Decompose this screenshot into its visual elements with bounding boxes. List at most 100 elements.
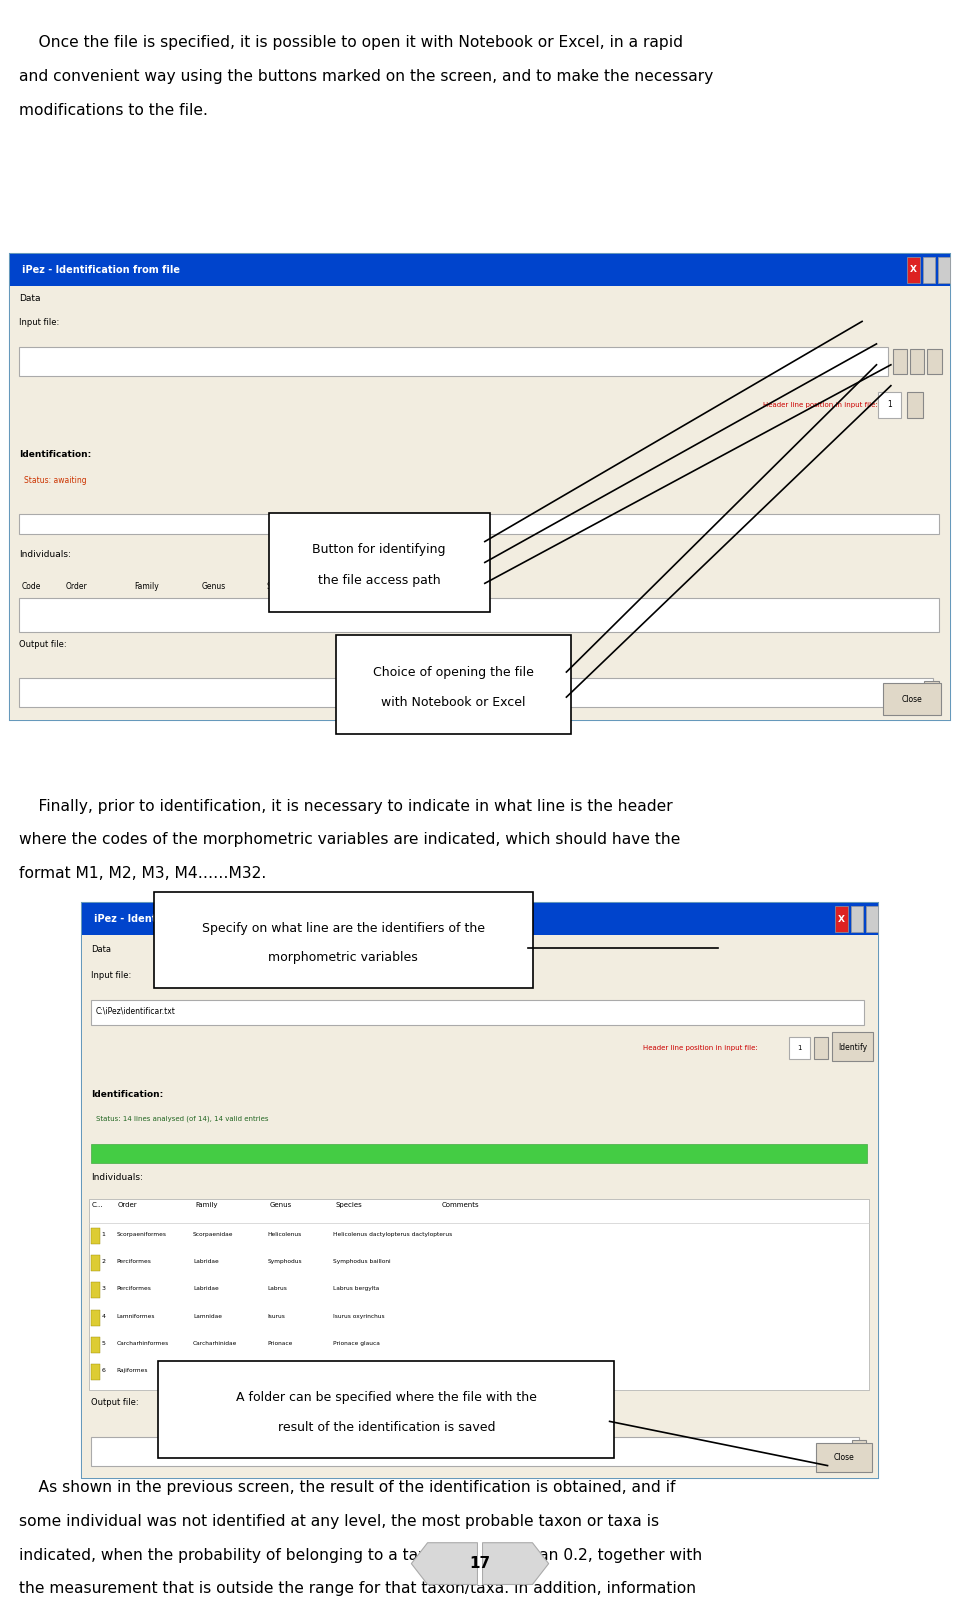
Text: Identification:: Identification: [91, 1090, 163, 1099]
Text: Helicolenus: Helicolenus [268, 1231, 302, 1237]
Text: Genus: Genus [270, 1202, 292, 1208]
FancyBboxPatch shape [19, 514, 939, 534]
Text: X: X [838, 914, 845, 924]
Text: 3: 3 [102, 1286, 106, 1292]
Text: Output file:: Output file: [91, 1398, 139, 1408]
Text: As shown in the previous screen, the result of the identification is obtained, a: As shown in the previous screen, the res… [19, 1480, 676, 1495]
Text: 1: 1 [798, 1045, 802, 1051]
Text: Output file:: Output file: [19, 640, 67, 649]
Text: A folder can be specified where the file with the: A folder can be specified where the file… [236, 1390, 537, 1405]
FancyBboxPatch shape [158, 1361, 614, 1458]
FancyBboxPatch shape [82, 903, 878, 935]
Text: iPez - Identification from file: iPez - Identification from file [22, 265, 180, 275]
FancyBboxPatch shape [910, 349, 924, 374]
Text: C:\iPez\identificar.txt: C:\iPez\identificar.txt [96, 1006, 176, 1016]
Text: Close: Close [833, 1453, 854, 1462]
Text: Data: Data [91, 945, 111, 955]
FancyBboxPatch shape [852, 1440, 866, 1464]
FancyBboxPatch shape [89, 1199, 869, 1390]
Text: C...: C... [91, 1202, 103, 1208]
FancyBboxPatch shape [923, 257, 935, 283]
FancyBboxPatch shape [893, 349, 907, 374]
Text: the measurement that is outside the range for that taxon/taxa. In addition, info: the measurement that is outside the rang… [19, 1581, 696, 1596]
FancyBboxPatch shape [832, 1032, 873, 1061]
Text: iPez - Identification from file: iPez - Identification from file [94, 914, 252, 924]
Text: Isurus: Isurus [268, 1313, 286, 1319]
Text: Scorpaeniformes: Scorpaeniformes [116, 1231, 166, 1237]
Text: Input file:: Input file: [19, 318, 60, 328]
Text: 1: 1 [888, 400, 892, 410]
Text: indicated, when the probability of belonging to a taxon is higher than 0.2, toge: indicated, when the probability of belon… [19, 1548, 703, 1562]
Text: Button for identifying: Button for identifying [312, 543, 446, 556]
FancyBboxPatch shape [789, 1037, 810, 1059]
FancyBboxPatch shape [91, 1282, 100, 1298]
FancyBboxPatch shape [19, 347, 888, 376]
FancyBboxPatch shape [907, 392, 923, 418]
Polygon shape [411, 1543, 477, 1585]
Text: morphometric variables: morphometric variables [269, 951, 418, 964]
FancyBboxPatch shape [91, 1437, 859, 1466]
Text: Individuals:: Individuals: [91, 1173, 143, 1183]
Text: modifications to the file.: modifications to the file. [19, 103, 208, 117]
FancyBboxPatch shape [91, 1255, 100, 1271]
Text: 4: 4 [102, 1313, 106, 1319]
FancyBboxPatch shape [10, 254, 950, 720]
Text: 5: 5 [102, 1340, 106, 1347]
Text: Input file:: Input file: [91, 971, 132, 980]
Text: Labrus: Labrus [268, 1286, 288, 1292]
FancyBboxPatch shape [10, 286, 950, 720]
FancyBboxPatch shape [82, 903, 878, 1478]
Text: X: X [910, 265, 917, 275]
FancyBboxPatch shape [883, 683, 941, 715]
Text: Once the file is specified, it is possible to open it with Notebook or Excel, in: Once the file is specified, it is possib… [19, 35, 684, 50]
Text: Data: Data [19, 294, 40, 304]
Text: Scorpaenidae: Scorpaenidae [193, 1231, 233, 1237]
Text: Possibly Rajidae (M11 > average; n = 71): Possibly Rajidae (M11 > average; n = 71) [439, 1368, 562, 1374]
FancyBboxPatch shape [269, 513, 490, 612]
FancyBboxPatch shape [91, 1364, 100, 1380]
Text: Order: Order [65, 582, 87, 591]
Text: Carcharhinidae: Carcharhinidae [193, 1340, 237, 1347]
Text: Species: Species [335, 1202, 362, 1208]
FancyBboxPatch shape [866, 906, 878, 932]
Text: 6: 6 [102, 1368, 106, 1374]
Text: Unidentified: Unidentified [193, 1368, 228, 1374]
FancyBboxPatch shape [19, 598, 939, 632]
FancyBboxPatch shape [924, 681, 939, 705]
Text: 2: 2 [102, 1258, 106, 1265]
FancyBboxPatch shape [851, 906, 863, 932]
Text: Family: Family [134, 582, 159, 591]
Text: Symphodus bailloni: Symphodus bailloni [333, 1258, 391, 1265]
Text: Comments: Comments [374, 582, 416, 591]
Text: Choice of opening the file: Choice of opening the file [373, 665, 534, 678]
Text: Prionace glauca: Prionace glauca [333, 1340, 380, 1347]
Text: Labridae: Labridae [193, 1258, 219, 1265]
Text: Code: Code [22, 582, 41, 591]
Text: Labrus bergylta: Labrus bergylta [333, 1286, 379, 1292]
Text: Identify: Identify [838, 1043, 867, 1053]
Text: Isurus oxyrinchus: Isurus oxyrinchus [333, 1313, 385, 1319]
FancyBboxPatch shape [91, 1144, 867, 1163]
Text: Species: Species [267, 582, 296, 591]
Text: Individuals:: Individuals: [19, 550, 71, 559]
Text: Genus: Genus [202, 582, 226, 591]
Text: format M1, M2, M3, M4……M32.: format M1, M2, M3, M4……M32. [19, 866, 267, 881]
Text: Identification:: Identification: [19, 450, 91, 460]
Text: Lamnidae: Lamnidae [193, 1313, 222, 1319]
Text: 17: 17 [469, 1556, 491, 1572]
Text: Perciformes: Perciformes [116, 1258, 151, 1265]
Text: Close: Close [901, 694, 923, 704]
Text: 1: 1 [102, 1231, 106, 1237]
Text: Family: Family [195, 1202, 217, 1208]
Text: Finally, prior to identification, it is necessary to indicate in what line is th: Finally, prior to identification, it is … [19, 799, 673, 813]
Text: Perciformes: Perciformes [116, 1286, 151, 1292]
Text: the file access path: the file access path [318, 574, 441, 587]
Text: result of the identification is saved: result of the identification is saved [277, 1421, 495, 1433]
Text: Comments: Comments [442, 1202, 479, 1208]
Text: with Notebook or Excel: with Notebook or Excel [381, 696, 526, 709]
FancyBboxPatch shape [938, 257, 950, 283]
Text: Labridae: Labridae [193, 1286, 219, 1292]
Polygon shape [483, 1543, 549, 1585]
FancyBboxPatch shape [477, 1543, 483, 1585]
Text: Order: Order [118, 1202, 137, 1208]
